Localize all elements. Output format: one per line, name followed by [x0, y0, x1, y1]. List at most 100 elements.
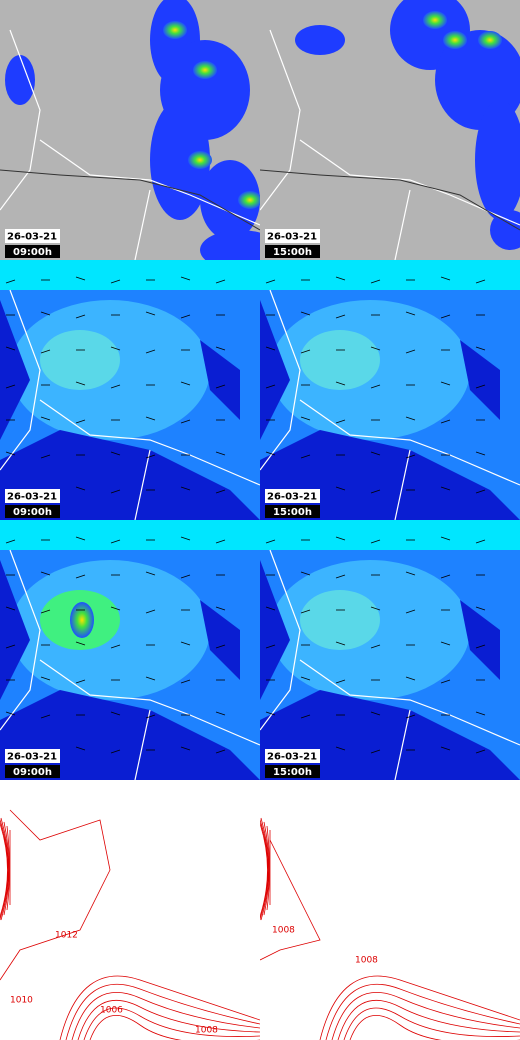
heavy-rain [478, 31, 502, 49]
wind-arrow [215, 711, 226, 716]
field-dark [260, 690, 520, 780]
wind-arrow [110, 749, 121, 754]
date-text: 26-03-21 [7, 232, 57, 243]
field-dark [0, 560, 30, 700]
wind-arrow [405, 416, 416, 421]
wind-arrow [440, 641, 451, 646]
field-dark [260, 560, 290, 700]
rain-area [150, 100, 210, 220]
time-label: 26-03-21 09:00h [5, 749, 60, 778]
wind-arrow [215, 606, 226, 611]
panel-content [0, 0, 260, 260]
isobar [77, 999, 260, 1040]
wind-arrow [110, 451, 121, 456]
date-box [265, 229, 320, 243]
wind-arrow [75, 314, 86, 319]
wind-arrow [405, 714, 416, 719]
wind-arrow [215, 451, 226, 456]
wind-arrow [405, 349, 416, 354]
wind-arrow [215, 384, 226, 389]
wind-arrow [145, 416, 156, 421]
time-box [265, 765, 320, 778]
isobar [0, 809, 111, 981]
wind-arrow [180, 679, 191, 684]
wind-arrow [265, 644, 276, 649]
rain-area [295, 25, 345, 55]
wind-arrow [335, 746, 346, 751]
wind-arrow [180, 486, 191, 491]
wind-arrow [475, 451, 486, 456]
wind-arrow [440, 574, 451, 579]
date-text: 26-03-21 [7, 752, 57, 763]
map-panel [260, 260, 520, 520]
isobar [89, 1015, 260, 1040]
isobar [6, 825, 10, 911]
wind-arrow [5, 279, 16, 284]
map-panel: 1012 1010 1006 1008 [0, 780, 260, 1040]
wind-arrow [440, 314, 451, 319]
isobar-label: 1008 [272, 926, 295, 936]
wind-arrow [370, 279, 381, 284]
wind-arrow [405, 676, 416, 681]
field-dark [0, 690, 260, 780]
date-box [5, 749, 60, 763]
wind-arrow [265, 346, 276, 351]
wind-arrow [300, 416, 311, 421]
rain-area [5, 55, 35, 105]
field-top [0, 520, 260, 550]
border-line [0, 29, 260, 260]
isobar-label: 1010 [10, 996, 33, 1006]
wind-arrow [180, 419, 191, 424]
wind-arrow [145, 676, 156, 681]
wind-arrow [300, 571, 311, 576]
time-box [5, 505, 60, 518]
panel-content [260, 260, 520, 520]
wind-arrow [405, 311, 416, 316]
wind-arrow [370, 451, 381, 456]
isobar [319, 975, 520, 1040]
wind-arrow [5, 644, 16, 649]
wind-arrow [110, 539, 121, 544]
wind-arrow [110, 606, 121, 611]
wind-arrow [370, 749, 381, 754]
wind-arrow [75, 381, 86, 386]
border-line [0, 549, 260, 780]
field-dark [260, 430, 520, 520]
wind-arrow [5, 451, 16, 456]
wind-arrow [405, 609, 416, 614]
date-box [5, 229, 60, 243]
heavy-rain [188, 151, 212, 169]
wind-arrow [440, 276, 451, 281]
date-text: 26-03-21 [7, 492, 57, 503]
date-box [265, 749, 320, 763]
field-top [0, 260, 260, 290]
wind-arrow [180, 641, 191, 646]
wind-arrow [370, 711, 381, 716]
wind-arrow [75, 574, 86, 579]
field-dark [0, 430, 260, 520]
isobar [263, 821, 270, 916]
wind-arrow [145, 311, 156, 316]
wind-arrow [440, 486, 451, 491]
wind-arrow [300, 609, 311, 614]
isobar [0, 817, 9, 921]
time-box [5, 245, 60, 258]
wind-arrow [40, 609, 51, 614]
time-text: 09:00h [13, 507, 52, 518]
wind-arrow [475, 279, 486, 284]
wind-arrow [440, 536, 451, 541]
panel-content: 1008 1008 [260, 780, 520, 1040]
time-text: 15:00h [273, 247, 312, 258]
wind-arrow [265, 539, 276, 544]
wind-arrow [5, 539, 16, 544]
isobar [260, 817, 269, 921]
wind-arrow [405, 571, 416, 576]
wind-arrow [110, 711, 121, 716]
field-dark [460, 600, 500, 680]
isobar [260, 839, 321, 961]
isobar [0, 818, 9, 921]
wind-arrow [145, 571, 156, 576]
wind-arrow [370, 346, 381, 351]
field-light [300, 330, 380, 390]
wind-arrow [110, 384, 121, 389]
